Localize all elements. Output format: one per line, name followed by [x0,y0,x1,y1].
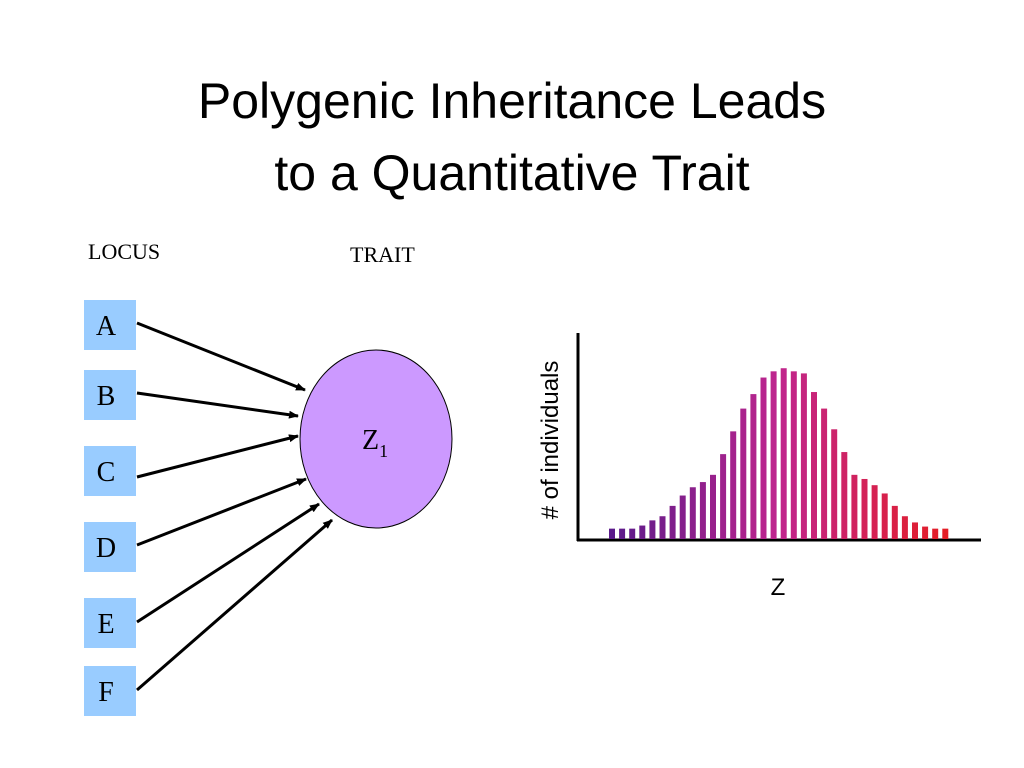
bar [790,371,797,539]
bar [891,505,898,539]
locus-box [84,666,136,716]
bar [800,373,807,539]
bar [619,528,626,539]
locus-label: LOCUS [88,239,160,264]
bar [760,377,767,539]
bar [922,526,929,539]
bar [770,371,777,539]
title-line: to a Quantitative Trait [274,145,749,201]
bar [740,408,747,539]
bar [720,454,727,539]
locus-box [84,446,136,496]
bar [851,474,858,539]
bar [750,394,757,539]
locus-label: D [96,533,116,564]
bar [901,516,908,539]
bar [881,493,888,539]
bar [811,392,817,539]
arrow [136,391,299,419]
locus-box [84,598,136,648]
bar [831,429,838,539]
locus-box [84,300,136,350]
bar [780,368,787,539]
trait-node-label: Z1 [362,425,388,461]
locus-label: B [97,381,116,412]
bar [609,528,615,539]
locus-label: A [96,311,117,342]
bar [679,495,686,539]
bar [942,528,949,539]
bar [841,452,848,539]
diagram [136,321,333,692]
y-axis-label: # of individuals [537,361,564,520]
bar [639,525,646,539]
trait-label: TRAIT [350,242,415,267]
locus-label: C [97,457,116,488]
arrow [136,518,333,692]
arrow [136,477,307,547]
bar [932,528,939,539]
locus-box [84,370,136,420]
bar [861,478,868,539]
locus-box [84,522,136,572]
bar [669,505,676,539]
arrow [136,502,320,624]
bar [730,431,737,539]
bar [649,520,656,539]
bar [689,487,696,539]
locus-label: F [98,677,114,708]
bar [821,408,828,539]
bar [710,474,716,539]
bar [629,528,636,539]
locus-label: E [97,609,114,640]
x-axis-label: Z [771,574,786,601]
bar [699,482,706,539]
trait-subscript: 1 [379,441,388,461]
arrow [136,321,306,392]
trait-node [299,349,453,529]
bar [659,516,666,539]
bar [871,485,878,539]
arrow [136,434,299,479]
trait-symbol: Z [362,425,379,456]
bar [912,522,918,539]
title-line: Polygenic Inheritance Leads [198,73,826,129]
